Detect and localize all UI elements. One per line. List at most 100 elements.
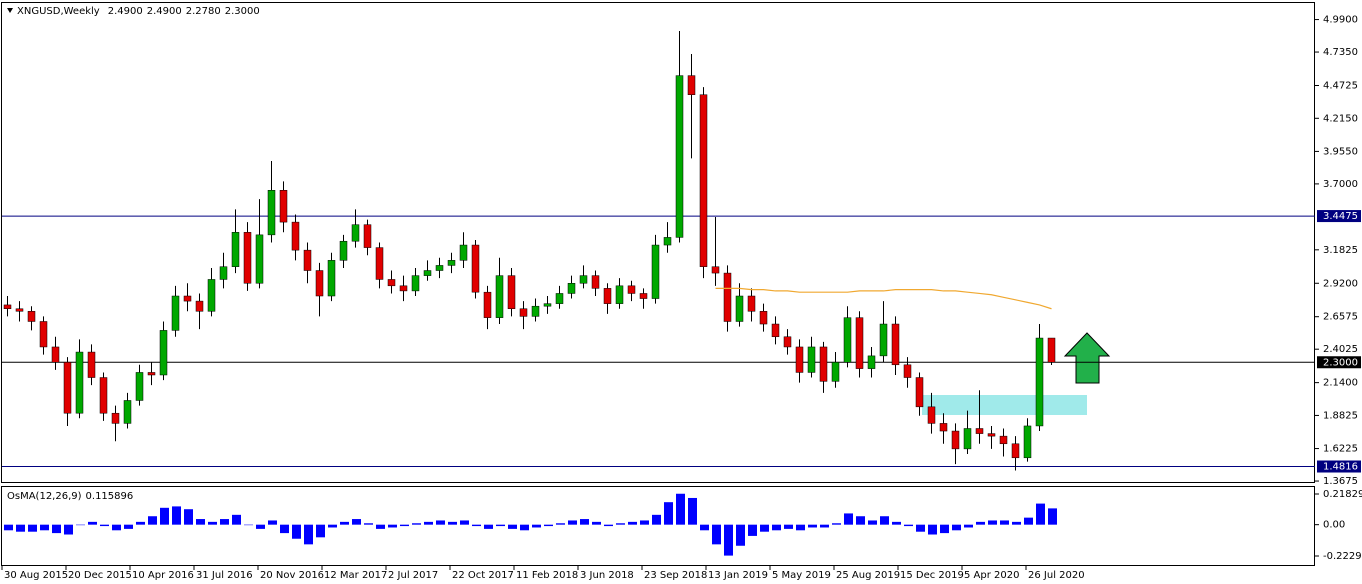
osma-bar: [1012, 521, 1021, 525]
x-tick-label: 31 Jul 2016: [196, 570, 253, 581]
candle-body: [999, 435, 1008, 445]
candle-body: [699, 94, 708, 267]
candle-body: [687, 75, 696, 95]
osma-bar: [640, 520, 649, 525]
osma-bar: [448, 521, 457, 525]
candle-body: [555, 293, 564, 304]
level-label: 3.4475: [1323, 211, 1358, 222]
osma-bar: [364, 523, 373, 525]
candle-body: [915, 377, 924, 408]
osma-bar: [460, 520, 469, 525]
osma-bar: [736, 524, 745, 546]
up-arrow: [1063, 332, 1111, 384]
osma-bar: [340, 521, 349, 525]
x-tick-label: 3 Jun 2018: [580, 570, 634, 581]
candle-body: [831, 362, 840, 382]
x-tick-label: 13 Jan 2019: [708, 570, 768, 581]
osma-bar: [880, 516, 889, 525]
candle-body: [543, 303, 552, 307]
candle-body: [255, 234, 264, 284]
osma-bar: [616, 523, 625, 525]
candle-body: [171, 295, 180, 331]
osma-bar: [556, 523, 565, 525]
candle-body: [39, 321, 48, 348]
osma-bar: [724, 524, 733, 556]
candle-body: [231, 232, 240, 267]
candle-body: [315, 270, 324, 297]
candle-body: [723, 272, 732, 322]
header-ohlc: 2.3000: [225, 6, 260, 17]
osma-bar: [1024, 517, 1033, 525]
osma-bar: [88, 521, 97, 525]
candle-body: [963, 428, 972, 450]
level-label: 2.3000: [1323, 357, 1358, 368]
x-tick-label: 12 Mar 2017: [324, 570, 387, 581]
osma-bar: [436, 520, 445, 525]
y-tick-label: 0.218297: [1323, 489, 1362, 500]
candle-body: [987, 433, 996, 437]
candle-body: [303, 249, 312, 271]
osma-bar: [544, 524, 553, 527]
y-tick-label: 1.3675: [1323, 476, 1358, 487]
y-tick-label: 1.6225: [1323, 444, 1358, 455]
osma-bar: [652, 514, 661, 525]
osma-bar: [292, 524, 301, 539]
y-tick-label: 2.9200: [1323, 278, 1358, 289]
x-tick-label: 5 May 2019: [772, 570, 831, 581]
candle-body: [1023, 425, 1032, 459]
osma-title: OsMA(12,26,9): [7, 491, 82, 502]
x-tick-label: 20 Dec 2015: [68, 570, 132, 581]
candle-body: [447, 260, 456, 266]
header-ohlc: 2.2780: [186, 6, 221, 17]
osma-bar: [376, 524, 385, 529]
candle-body: [159, 330, 168, 376]
candle-body: [267, 190, 276, 236]
moving-average: [715, 287, 1052, 310]
osma-value: 0.115896: [86, 491, 134, 502]
candle-body: [675, 75, 684, 238]
candle-body: [567, 283, 576, 294]
candle-body: [483, 291, 492, 318]
osma-bar: [868, 520, 877, 525]
candle-body: [711, 266, 720, 274]
candle-body: [807, 346, 816, 373]
header: XNGUSD,Weekly 2.4900 2.4900 2.2780 2.3000: [17, 6, 260, 17]
candle-body: [207, 279, 216, 312]
osma-bar: [520, 524, 529, 531]
candle-body: [879, 323, 888, 357]
osma-bar: [856, 516, 865, 525]
osma-bar: [1000, 520, 1009, 525]
osma-bar: [592, 521, 601, 525]
candle-body: [951, 430, 960, 450]
level-tag: [1317, 460, 1361, 473]
candle-body: [603, 288, 612, 304]
candle-body: [123, 400, 132, 424]
candle-body: [195, 300, 204, 312]
x-tick-label: 10 Apr 2016: [132, 570, 194, 581]
osma-bar: [76, 524, 85, 526]
osma-bar: [748, 524, 757, 536]
x-tick-label: 26 Jul 2020: [1028, 570, 1085, 581]
symbol: XNGUSD,Weekly: [17, 6, 100, 17]
candle-body: [759, 311, 768, 325]
candle-body: [51, 346, 60, 363]
osma-bar: [232, 514, 241, 525]
osma-bar: [988, 520, 997, 525]
osma-bar: [808, 524, 817, 528]
candle-body: [663, 237, 672, 246]
osma-bar: [700, 524, 709, 531]
osma-bar: [256, 524, 265, 529]
candle-body: [651, 244, 660, 299]
candle-body: [639, 293, 648, 299]
candle-body: [627, 285, 636, 294]
candle-body: [3, 304, 12, 309]
y-tick-label: 2.4025: [1323, 344, 1358, 355]
osma-bar: [400, 524, 409, 527]
price-panel: [1, 2, 1315, 483]
candle-body: [399, 285, 408, 292]
osma-bar: [904, 524, 913, 527]
osma-bar: [16, 524, 25, 532]
osma-bar: [40, 524, 49, 531]
candle-body: [459, 244, 468, 261]
osma-bar: [172, 506, 181, 525]
